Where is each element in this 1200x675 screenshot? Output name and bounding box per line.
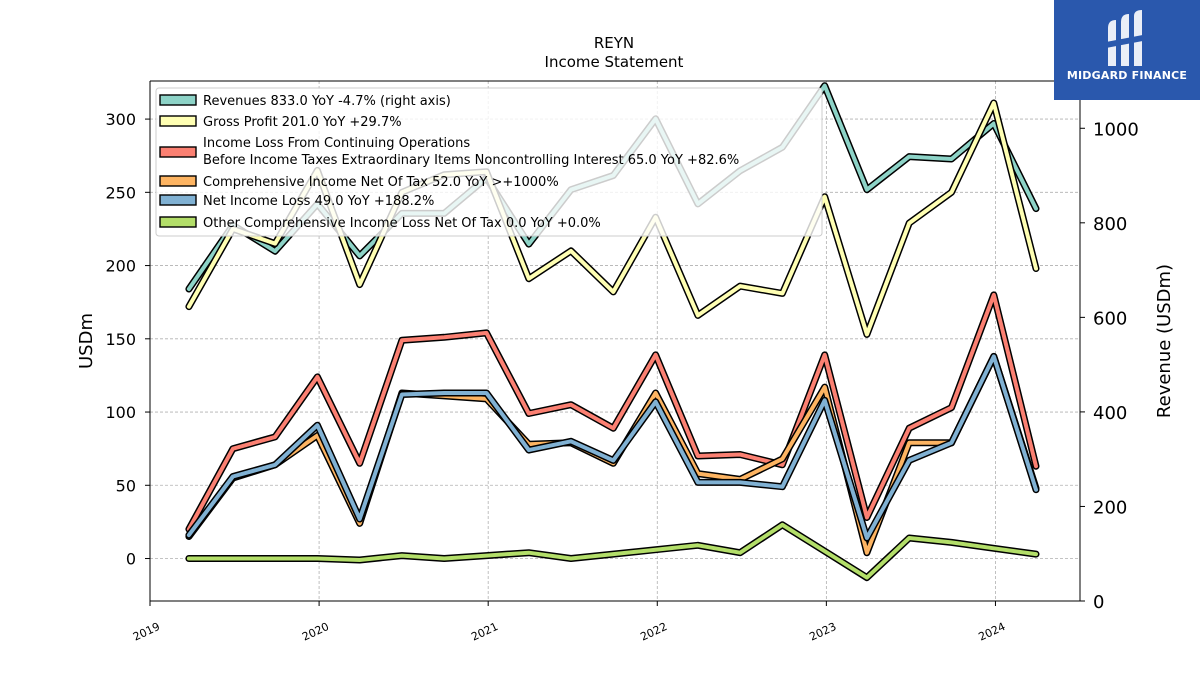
x-tick-label: 2021: [469, 620, 500, 644]
legend-swatch-0: [159, 94, 197, 106]
legend-swatch-5: [159, 216, 197, 228]
legend-label-line: Income Loss From Continuing Operations: [203, 136, 470, 151]
y-left-tick-label: 250: [105, 183, 136, 202]
y-left-tick-label: 150: [105, 330, 136, 349]
x-tick-label: 2023: [807, 620, 838, 644]
legend: Revenues 833.0 YoY -4.7% (right axis) Gro…: [155, 87, 823, 237]
chart-title: REYN: [594, 34, 634, 52]
logo-brand-text: MIDGARD FINANCE: [1066, 69, 1188, 82]
series-line-2: [186, 292, 1038, 532]
legend-swatch-3: [159, 175, 197, 187]
legend-label-line: Before Income Taxes Extraordinary Items …: [203, 153, 739, 168]
y-axis-label-left: USDm: [76, 313, 97, 369]
legend-label-3: Comprehensive Income Net Of Tax 52.0 YoY…: [203, 175, 559, 190]
x-tick-label: 2020: [300, 620, 331, 644]
series-outline-3: [185, 352, 1040, 557]
y-left-tick-label: 0: [126, 550, 136, 569]
y-left-tick-label: 50: [116, 476, 136, 495]
y-right-tick-label: 800: [1093, 214, 1127, 235]
y-left-tick-label: 200: [105, 257, 136, 276]
y-right-tick-label: 1000: [1093, 119, 1139, 140]
legend-swatch-4: [159, 194, 197, 206]
legend-label-5: Other Comprehensive Income Loss Net Of T…: [203, 216, 601, 231]
legend-label-0: Revenues 833.0 YoY -4.7% (right axis): [203, 94, 451, 109]
midgard-logo-icon: [1106, 10, 1148, 66]
y-left-tick-label: 100: [105, 403, 136, 422]
y-axis-label-right: Revenue (USDm): [1154, 264, 1175, 418]
chart-subtitle: Income Statement: [545, 53, 684, 71]
legend-box: [155, 87, 823, 237]
series-line-3: [186, 354, 1038, 555]
y-right-tick-label: 400: [1093, 403, 1127, 424]
legend-swatch-2: [159, 146, 197, 158]
series-line-5: [186, 522, 1038, 580]
x-tick-label: 2019: [131, 620, 162, 644]
legend-swatch-1: [159, 115, 197, 127]
series-line-4: [186, 354, 1038, 540]
x-tick-label: 2024: [977, 620, 1008, 644]
x-tick-label: 2022: [638, 620, 669, 644]
y-right-tick-label: 600: [1093, 308, 1127, 329]
legend-label-1: Gross Profit 201.0 YoY +29.7%: [203, 115, 402, 130]
legend-label-2: Income Loss From Continuing Operations Be…: [203, 136, 739, 168]
y-left-tick-label: 300: [105, 110, 136, 129]
y-right-tick-label: 200: [1093, 497, 1127, 518]
series-outline-5: [185, 521, 1040, 582]
legend-label-4: Net Income Loss 49.0 YoY +188.2%: [203, 194, 434, 209]
y-right-tick-label: 0: [1093, 592, 1104, 613]
midgard-finance-logo: MIDGARD FINANCE: [1054, 0, 1200, 100]
